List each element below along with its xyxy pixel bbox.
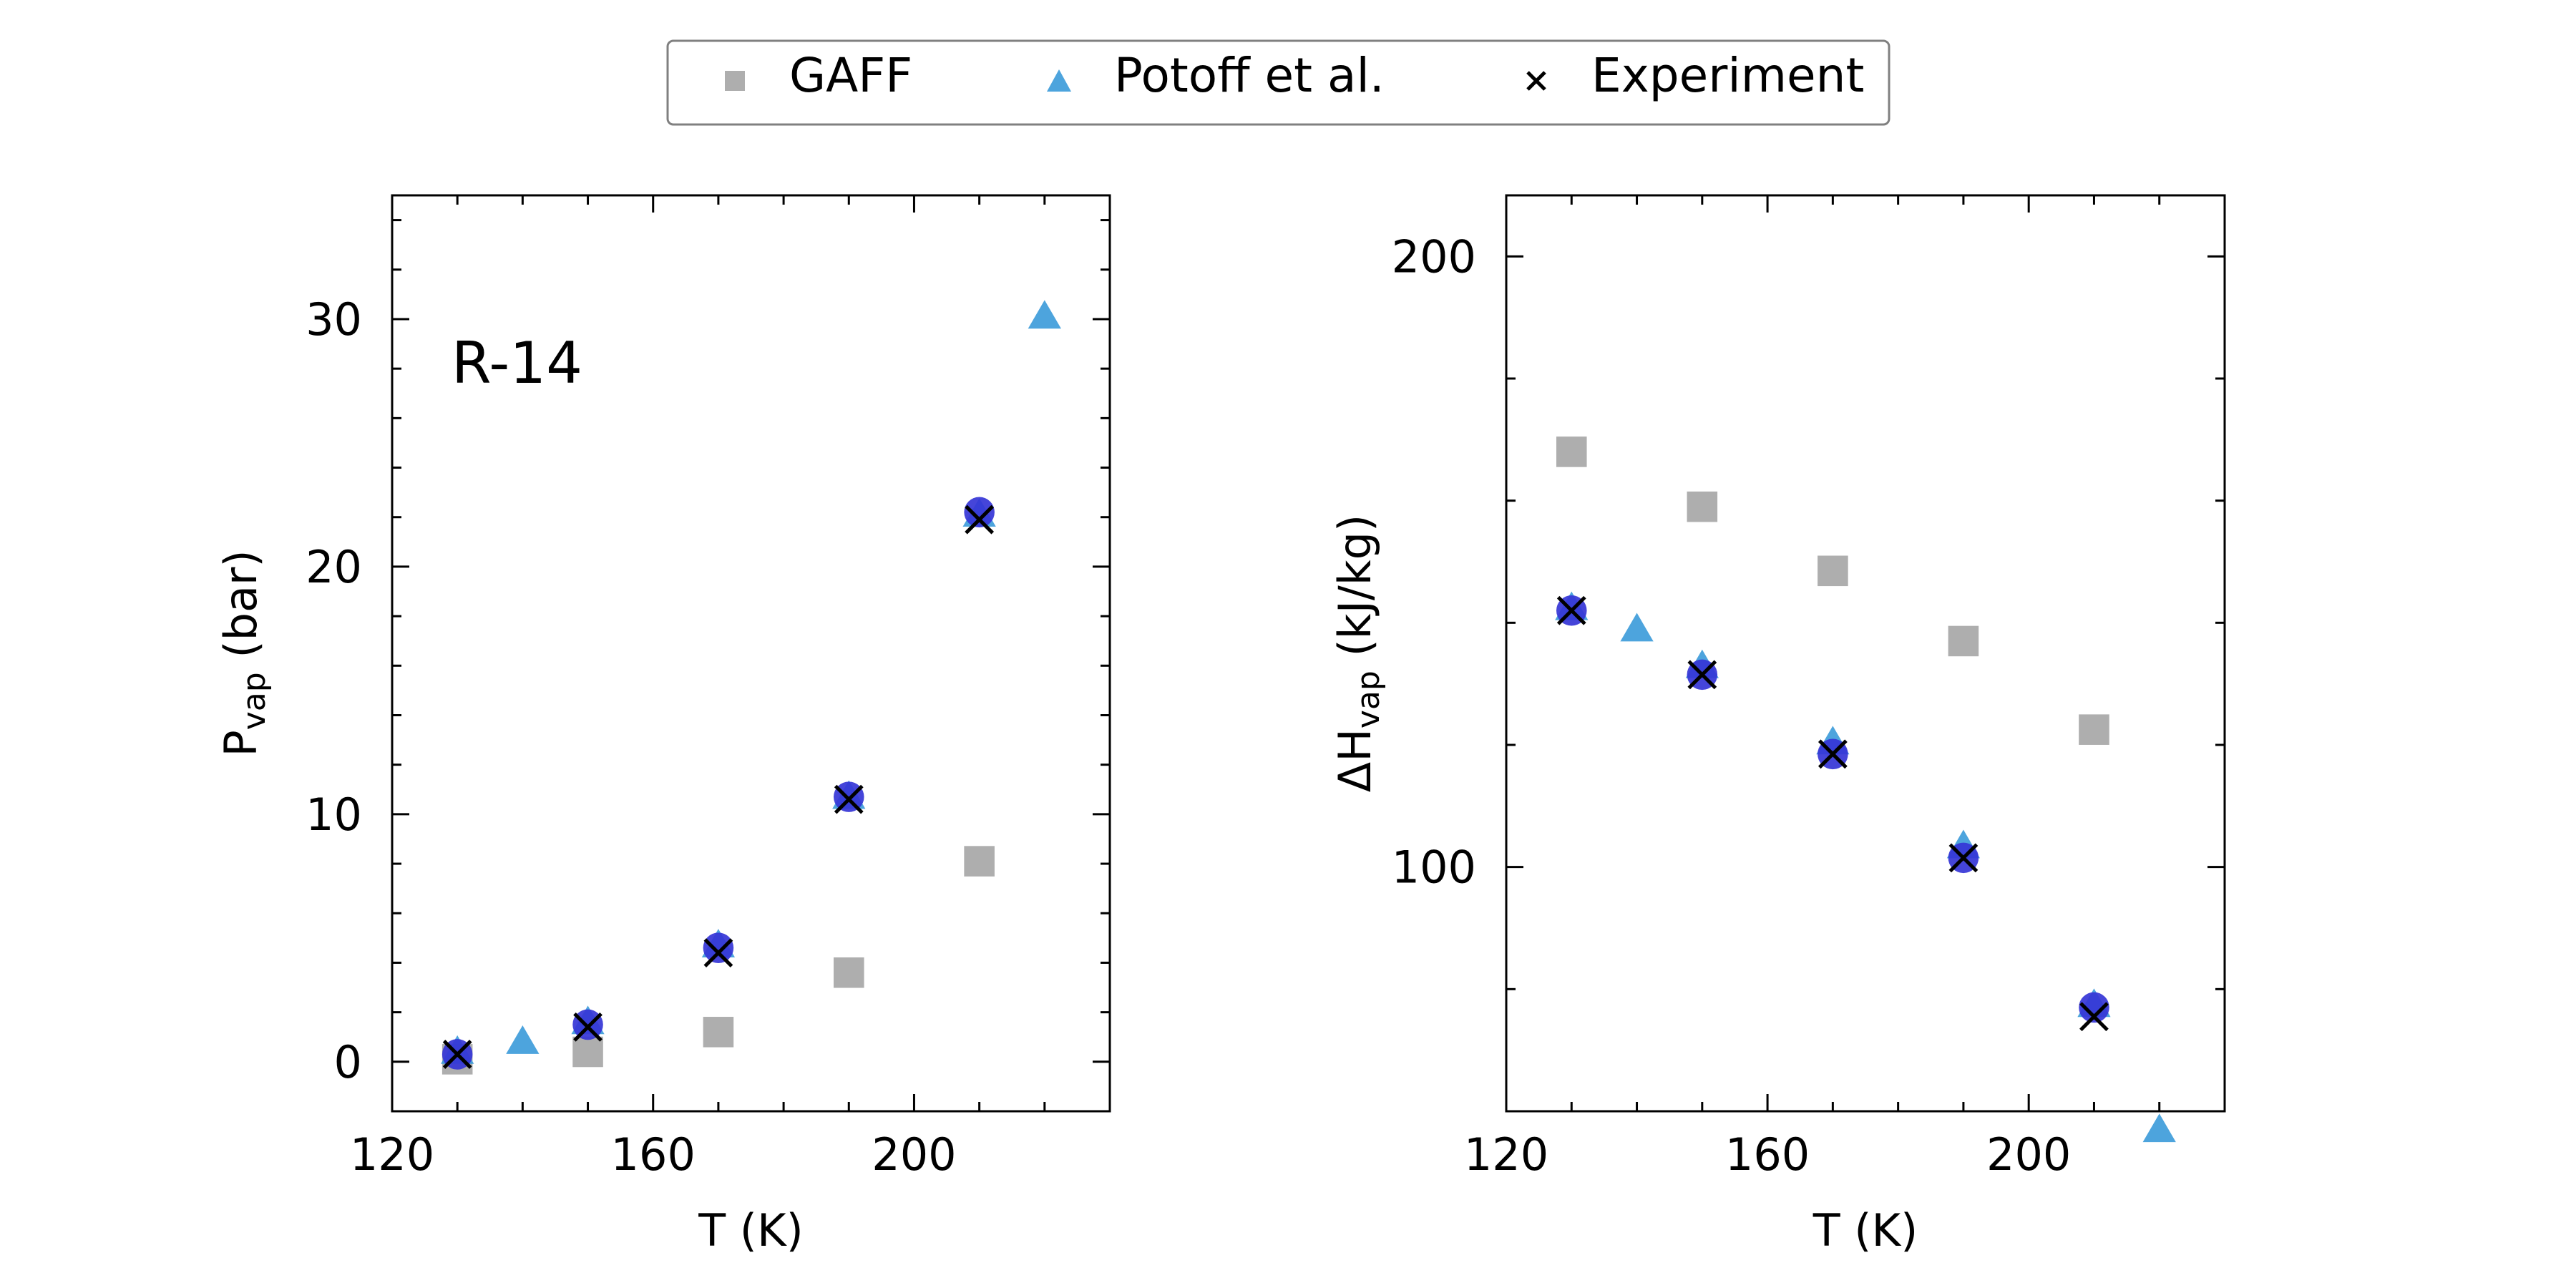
x-tick-label: 200 — [872, 1128, 956, 1181]
experiment-point — [965, 504, 995, 535]
y-tick-label: 0 — [334, 1036, 362, 1088]
experiment-point — [703, 938, 733, 967]
potoff-point — [506, 1025, 540, 1054]
vapor-pressure-points — [441, 300, 1061, 1075]
experiment-point — [573, 1012, 602, 1042]
circle-point — [964, 497, 995, 528]
enthalpy-panel: 120 160 200 100 200 T (K) ΔHvap (kJ/kg) — [1329, 194, 2226, 1257]
experiment-point — [834, 784, 864, 814]
gaff-point — [1556, 436, 1587, 467]
gaff-point — [964, 846, 995, 877]
y-axis-label-unit: (kJ/kg) — [1329, 514, 1381, 670]
legend-item-gaff: GAFF — [725, 48, 912, 103]
experiment-point — [1556, 595, 1586, 625]
chart-annotation: R-14 — [452, 330, 582, 396]
legend-label-gaff: GAFF — [789, 48, 912, 103]
y-tick-label: 200 — [1392, 230, 1476, 283]
x-axis-label: T (K) — [1813, 1204, 1918, 1257]
y-axis-label-main: ΔH — [1329, 728, 1381, 792]
potoff-point — [1620, 613, 1654, 642]
experiment-point — [1818, 739, 1848, 769]
potoff-point — [2142, 1113, 2176, 1143]
enthalpy-axes-frame — [1505, 194, 2226, 1113]
legend-item-experiment: Experiment — [1526, 48, 1864, 103]
vapor-pressure-ticks: 120 160 200 0 10 20 30 — [306, 195, 1111, 1181]
gaff-point — [2079, 714, 2109, 745]
x-axis-label: T (K) — [698, 1204, 804, 1257]
legend-triangle-marker — [1047, 69, 1071, 92]
y-axis-label: Pvap (bar) — [215, 550, 273, 756]
experiment-point — [1948, 843, 1979, 873]
gaff-point — [833, 957, 864, 988]
y-tick-label: 20 — [306, 541, 362, 593]
legend: GAFF Potoff et al. Experiment — [666, 39, 1890, 126]
y-axis-label-subscript: vap — [236, 672, 273, 730]
gaff-point — [1948, 625, 1979, 657]
gaff-point — [1687, 491, 1718, 522]
gaff-point — [572, 1036, 603, 1068]
vapor-pressure-panel: 120 160 200 0 10 20 30 R-14 T (K) Pvap (bar) — [215, 194, 1111, 1257]
enthalpy-points — [1555, 436, 2176, 1143]
y-tick-label: 10 — [306, 789, 362, 841]
x-tick-label: 200 — [1986, 1128, 2071, 1181]
legend-item-potoff: Potoff et al. — [1047, 48, 1385, 103]
vapor-pressure-axes-frame — [391, 194, 1111, 1113]
gaff-point — [1818, 555, 1848, 587]
enthalpy-ticks: 120 160 200 100 200 — [1392, 195, 2226, 1181]
gaff-point — [703, 1017, 734, 1048]
legend-frame — [666, 39, 1890, 126]
legend-label-experiment: Experiment — [1591, 48, 1864, 103]
experiment-point — [442, 1040, 472, 1069]
x-tick-label: 120 — [1464, 1128, 1548, 1181]
legend-square-marker — [725, 71, 745, 91]
x-tick-label: 160 — [611, 1128, 696, 1181]
y-axis-label-main: P — [215, 730, 267, 756]
circle-point — [703, 932, 734, 963]
experiment-point — [1687, 660, 1717, 690]
y-axis-label: ΔHvap (kJ/kg) — [1329, 514, 1387, 792]
x-tick-label: 160 — [1725, 1128, 1810, 1181]
legend-x-marker — [1526, 71, 1546, 91]
experiment-point — [2079, 1002, 2109, 1032]
y-axis-label-subscript: vap — [1350, 670, 1387, 728]
y-axis-label-unit: (bar) — [215, 550, 267, 672]
potoff-point — [1028, 300, 1061, 329]
y-tick-label: 100 — [1392, 841, 1476, 894]
legend-label-potoff: Potoff et al. — [1114, 48, 1385, 103]
circle-point — [2079, 992, 2109, 1023]
y-tick-label: 30 — [306, 293, 362, 346]
x-tick-label: 120 — [350, 1128, 434, 1181]
